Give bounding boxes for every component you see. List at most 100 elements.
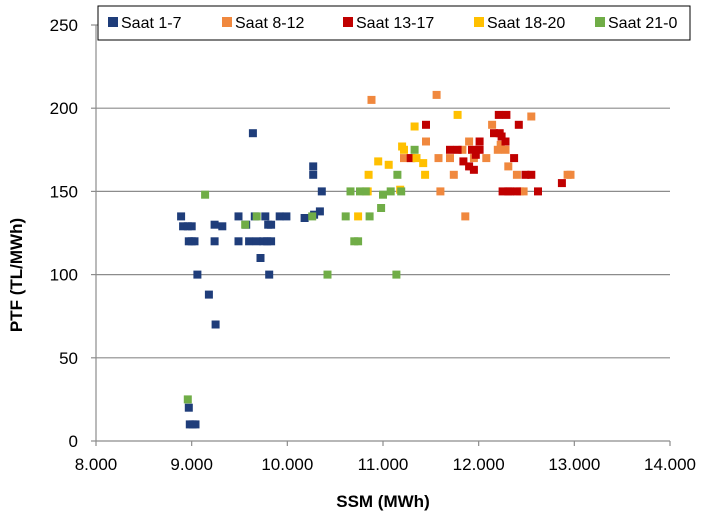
data-point-s1-17 [234, 212, 243, 221]
data-point-s2-19 [512, 170, 521, 179]
data-point-s2-16 [496, 140, 505, 149]
data-point-s1-30 [267, 237, 276, 246]
legend-item-2: Saat 8-12 [222, 15, 304, 32]
data-point-s4-10 [419, 159, 428, 168]
data-point-s3-24 [527, 170, 536, 179]
data-point-s1-39 [317, 187, 326, 196]
data-point-s3-11 [490, 129, 498, 138]
legend-label-5: Saat 21-0 [608, 15, 677, 32]
data-point-s1-34 [300, 214, 309, 222]
x-tick-label-0: 8.000 [75, 455, 118, 474]
x-tick-label-5: 13.000 [548, 455, 600, 474]
data-point-s2-11 [465, 137, 474, 146]
data-point-s5-6 [341, 212, 350, 221]
y-tick-label-4: 200 [50, 99, 78, 118]
data-point-s1-29 [265, 270, 274, 279]
data-point-s4-11 [421, 170, 430, 179]
data-point-s2-18 [504, 162, 513, 171]
data-point-s5-14 [379, 190, 387, 199]
legend-item-5: Saat 21-0 [595, 15, 677, 32]
data-point-s3-9 [475, 137, 484, 146]
data-point-s2-5 [434, 154, 443, 163]
data-point-s3-7 [469, 165, 478, 174]
data-point-s5-7 [346, 187, 355, 196]
data-point-s3-2 [446, 145, 454, 154]
data-point-s3-22 [514, 120, 523, 129]
data-point-s2-24 [566, 170, 575, 179]
series-5 [183, 145, 419, 404]
data-point-s3-4 [459, 157, 468, 166]
data-point-s2-1 [400, 154, 408, 163]
data-point-s2-9 [458, 145, 467, 154]
data-point-s1-38 [315, 207, 324, 216]
data-point-s1-11 [193, 270, 202, 279]
data-point-s2-8 [449, 170, 458, 179]
data-point-s4-12 [453, 110, 462, 119]
data-point-s5-13 [377, 204, 386, 212]
data-point-s4-0 [354, 212, 363, 221]
data-point-s5-18 [397, 187, 406, 196]
legend-item-3: Saat 13-17 [343, 15, 434, 32]
data-point-s3-0 [406, 154, 415, 163]
data-point-s5-11 [361, 187, 370, 196]
data-point-s5-5 [323, 270, 332, 279]
data-point-s5-1 [201, 190, 210, 199]
axes [91, 24, 671, 446]
data-point-s5-12 [365, 212, 374, 221]
x-tick-label-3: 11.000 [358, 455, 409, 474]
x-tick-label-6: 14.000 [644, 455, 696, 474]
data-point-s5-4 [308, 212, 317, 221]
data-point-s4-9 [412, 154, 421, 163]
legend-label-1: Saat 1-7 [121, 15, 182, 32]
y-tick-label-3: 150 [50, 182, 78, 201]
data-point-s2-7 [446, 154, 454, 163]
legend-marker-1 [108, 17, 118, 27]
data-point-s1-23 [252, 237, 261, 246]
data-point-s1-13 [210, 220, 219, 229]
legend-marker-4 [474, 17, 484, 27]
data-point-s5-17 [393, 170, 402, 179]
data-point-s2-22 [527, 112, 536, 121]
data-point-s4-4 [384, 160, 393, 169]
data-point-s3-26 [557, 179, 566, 188]
data-point-s3-16 [501, 137, 510, 146]
data-point-s4-3 [374, 157, 383, 166]
data-point-s1-4 [187, 222, 196, 231]
data-point-s2-10 [461, 212, 470, 221]
x-tick-label-1: 9.000 [170, 455, 213, 474]
data-point-s1-21 [248, 129, 257, 138]
data-point-s4-2 [364, 170, 373, 179]
legend-label-4: Saat 18-20 [487, 15, 565, 32]
data-point-s4-8 [410, 122, 419, 131]
data-point-s2-17 [501, 145, 510, 154]
y-axis-title: PTF (TL/MWh) [7, 218, 26, 332]
data-point-s5-16 [392, 270, 401, 279]
series-1 [177, 129, 326, 429]
data-point-s1-0 [177, 212, 186, 221]
series-3 [406, 110, 566, 196]
data-point-s1-24 [256, 254, 265, 262]
data-point-s5-15 [386, 187, 395, 196]
legend-marker-2 [222, 17, 232, 27]
data-point-s1-6 [190, 237, 199, 246]
data-point-s1-20 [245, 237, 254, 246]
data-point-s3-19 [506, 187, 515, 196]
data-point-s1-1 [179, 222, 188, 231]
data-point-s3-21 [512, 187, 521, 196]
data-point-s5-9 [354, 237, 363, 246]
series-2 [367, 90, 575, 221]
data-point-s3-5 [465, 162, 474, 171]
legend-item-4: Saat 18-20 [474, 15, 565, 32]
x-axis-title: SSM (MWh) [336, 492, 429, 511]
data-point-s1-33 [282, 212, 291, 221]
data-point-s3-23 [521, 170, 530, 179]
data-points [177, 90, 575, 429]
series-4 [354, 110, 462, 221]
data-point-s3-20 [510, 154, 519, 163]
data-point-s1-14 [210, 237, 219, 246]
data-point-s2-0 [367, 95, 376, 104]
x-tick-label-2: 10.000 [261, 455, 313, 474]
data-point-s3-12 [494, 110, 503, 119]
data-point-s1-18 [234, 237, 243, 246]
